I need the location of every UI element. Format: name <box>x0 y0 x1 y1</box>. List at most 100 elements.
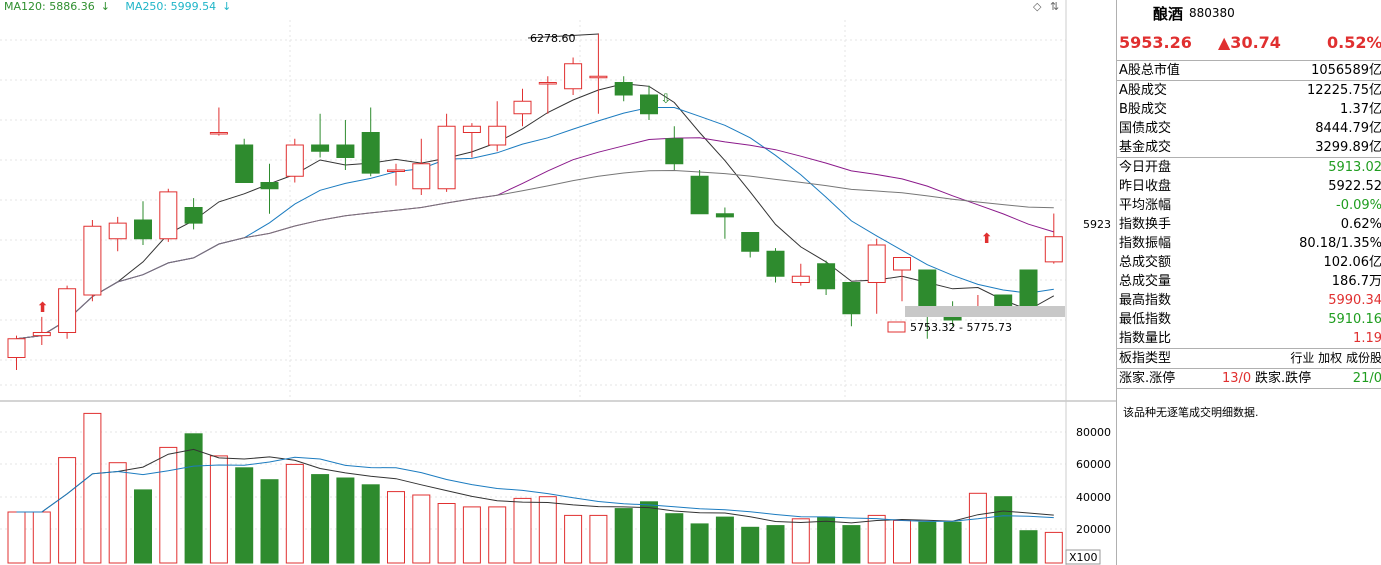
stat-row: 总成交额 102.06亿 <box>1117 253 1381 272</box>
candle-body <box>867 244 886 283</box>
stat-row: 今日开盘 5913.02 <box>1117 158 1381 177</box>
stat-label: 指数振幅 <box>1119 236 1172 251</box>
candle-body <box>412 163 431 190</box>
turnover-label: 国债成交 <box>1119 121 1172 136</box>
candle-body <box>260 182 279 190</box>
volume-bar <box>564 514 583 564</box>
decline-value: 21/0 <box>1352 371 1381 386</box>
stat-label: 平均涨幅 <box>1119 198 1172 213</box>
index-type-value[interactable]: 行业 加权 成份股 <box>1290 351 1381 365</box>
volume-bar <box>209 455 228 564</box>
volume-unit: X100 <box>1069 551 1098 564</box>
volume-bar <box>943 521 962 564</box>
price-change: ▲30.74 <box>1218 33 1281 52</box>
candle-body <box>842 282 861 315</box>
ma60-line <box>16 169 1054 340</box>
volume-bar <box>260 479 279 564</box>
advance-label: 涨家.涨停 <box>1119 371 1176 386</box>
index-code: 880380 <box>1189 6 1235 20</box>
candle-body <box>791 275 810 283</box>
candle-body <box>7 338 26 358</box>
candle-body <box>437 125 456 190</box>
candle-body <box>209 132 228 135</box>
no-tick-data-note: 该品种无逐笔成交明细数据. <box>1123 406 1259 419</box>
candle-body <box>614 82 633 96</box>
turnover-value: 1.37亿 <box>1340 102 1381 117</box>
candle-body <box>741 232 760 252</box>
stat-row: 指数换手 0.62% <box>1117 215 1381 234</box>
vol-axis-40000: 40000 <box>1076 491 1111 504</box>
vol-ma10-line <box>16 456 1054 522</box>
candle-body <box>235 144 254 183</box>
sell-arrow-icon: ⇩ <box>660 92 671 107</box>
volume-bar <box>994 496 1013 564</box>
candle-body <box>83 225 102 296</box>
volume-bar <box>968 492 987 564</box>
candle-body <box>311 144 330 152</box>
candle-body <box>589 75 608 79</box>
volume-bar <box>867 514 886 564</box>
buy-arrow-icon: ⬆ <box>37 300 49 316</box>
stat-value: 1.19 <box>1353 331 1381 346</box>
stat-value: -0.09% <box>1336 198 1381 213</box>
candle-body <box>893 257 911 271</box>
index-type-row: 板指类型 行业 加权 成份股 <box>1117 349 1381 369</box>
candle-body <box>387 169 405 172</box>
vol-axis-60000: 60000 <box>1076 458 1111 471</box>
quote-row: 5953.26 ▲30.74 0.52% <box>1117 26 1381 61</box>
chart-panel[interactable]: MA120: 5886.36 ↓ MA250: 5999.54 ↓ ◇ ⇅ ⬆ ⬆ ⇩ … <box>0 0 1116 565</box>
info-header: 酿酒 880380 <box>1117 0 1381 26</box>
volume-bar <box>766 525 785 564</box>
candle-body <box>108 222 127 240</box>
high-price-label: 6278.60 <box>530 32 576 45</box>
turnover-value: 3299.89亿 <box>1315 140 1381 155</box>
stat-value: 5922.52 <box>1328 179 1381 194</box>
stat-value: 0.62% <box>1340 217 1381 232</box>
chart-grid <box>0 20 1066 530</box>
volume-bar <box>690 523 709 564</box>
volume-bar <box>437 503 456 564</box>
candle-body <box>184 207 203 224</box>
low-range-bar <box>905 306 1065 317</box>
stat-row: 最高指数 5990.34 <box>1117 291 1381 310</box>
candle-body <box>336 144 355 158</box>
volume-bar <box>361 484 380 564</box>
stat-label: 最高指数 <box>1119 293 1172 308</box>
sort-arrows-icon[interactable]: ⇅ <box>1050 0 1060 13</box>
turnover-value: 12225.75亿 <box>1306 83 1381 98</box>
volume-bar <box>918 521 937 564</box>
stat-label: 指数量比 <box>1119 331 1172 346</box>
turnover-value: 8444.79亿 <box>1315 121 1381 136</box>
current-price: 5953.26 <box>1119 33 1192 52</box>
volume-bar <box>741 526 760 564</box>
volume-ma-lines <box>16 448 1054 524</box>
vol-axis-80000: 80000 <box>1076 426 1111 439</box>
index-name: 酿酒 <box>1153 5 1184 23</box>
volume-bar <box>715 516 734 564</box>
stat-label: 总成交额 <box>1119 255 1172 270</box>
kline-chart[interactable]: ⬆ ⬆ ⇩ 6278.60 5753.32 - 5775.73 5923 80000… <box>0 0 1116 565</box>
volume-bar <box>7 511 26 564</box>
low-range-marker <box>887 321 906 333</box>
price-axis-label: 5923 <box>1083 218 1111 231</box>
turnover-list: A股成交 12225.75亿 B股成交 1.37亿 国债成交 8444.79亿 基金成交 32… <box>1117 81 1381 158</box>
diamond-icon[interactable]: ◇ <box>1033 0 1042 13</box>
volume-bar <box>1019 530 1038 564</box>
candle-body <box>159 191 178 240</box>
stat-label: 总成交量 <box>1119 274 1172 289</box>
price-change-pct: 0.52% <box>1327 33 1381 52</box>
candle-body <box>285 144 304 177</box>
turnover-label: 基金成交 <box>1119 140 1172 155</box>
volume-bar <box>538 496 557 564</box>
volume-bar <box>791 518 810 564</box>
candle-body <box>488 125 507 146</box>
low-range-label: 5753.32 - 5775.73 <box>910 321 1012 334</box>
volume-bar <box>83 412 102 564</box>
stat-label: 今日开盘 <box>1119 160 1172 175</box>
stat-label: 昨日收盘 <box>1119 179 1172 194</box>
stat-label: 指数换手 <box>1119 217 1172 232</box>
annotations: ⬆ ⬆ ⇩ <box>37 33 993 316</box>
turnover-row: 基金成交 3299.89亿 <box>1117 138 1381 157</box>
candle-body <box>32 332 51 337</box>
candle-body <box>715 213 734 218</box>
